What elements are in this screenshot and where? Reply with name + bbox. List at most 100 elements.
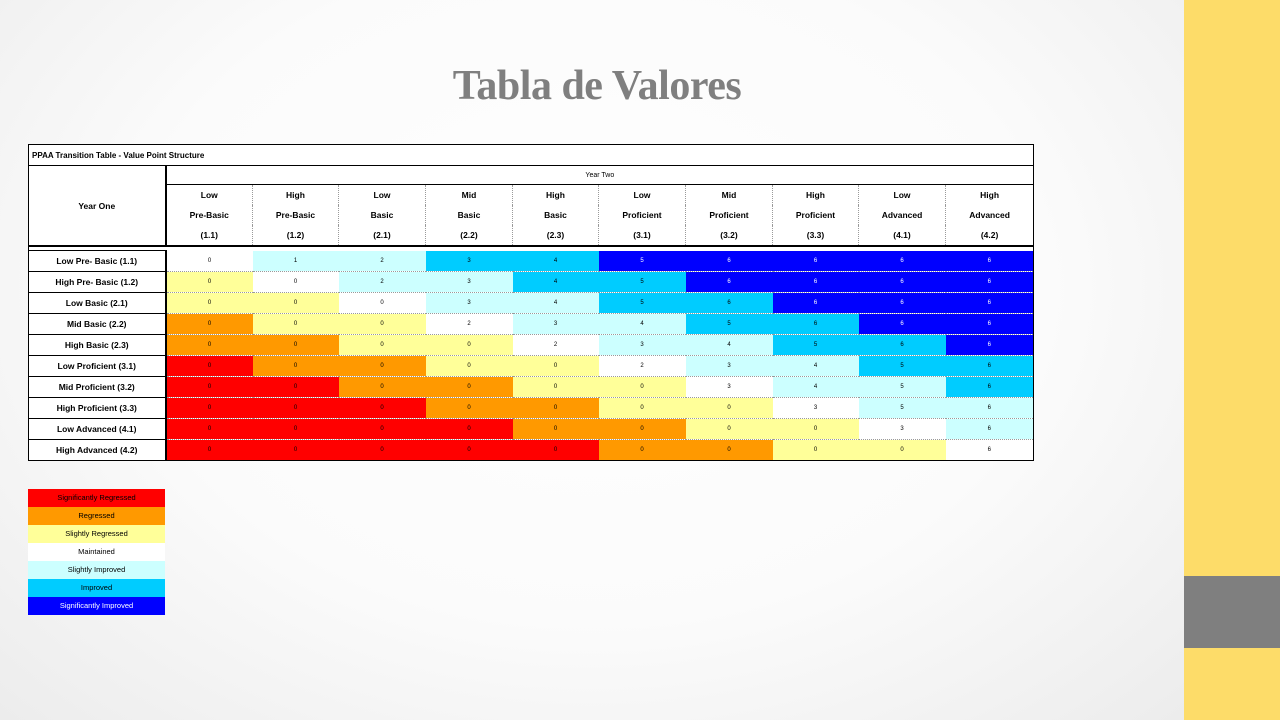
value-cell: 5: [685, 313, 773, 335]
row-label: Mid Basic (2.2): [28, 313, 167, 335]
value-cell: 1: [252, 250, 339, 272]
row-label: Low Basic (2.1): [28, 292, 167, 314]
value-cell: 5: [858, 397, 946, 419]
transition-table: PPAA Transition Table - Value Point Stru…: [27, 144, 1035, 461]
value-cell: 6: [858, 292, 946, 314]
value-cell: 0: [165, 334, 253, 356]
column-header-2-line1: High: [252, 184, 339, 205]
column-header-10-line1: High: [944, 184, 1035, 205]
value-cell: 0: [252, 439, 339, 461]
column-header-4-line2: Basic: [425, 205, 513, 225]
column-header-1-line1: Low: [164, 184, 253, 205]
value-cell: 0: [425, 376, 513, 398]
value-cell: 0: [425, 334, 513, 356]
value-cell: 0: [598, 376, 686, 398]
column-header-9-line3: (4.1): [858, 225, 946, 247]
value-cell: 0: [772, 418, 859, 440]
row-label: Mid Proficient (3.2): [28, 376, 167, 398]
value-cell: 0: [338, 355, 426, 377]
column-header-7-line2: Proficient: [685, 205, 773, 225]
column-header-4-line1: Mid: [425, 184, 513, 205]
value-cell: 4: [685, 334, 773, 356]
value-cell: 0: [338, 334, 426, 356]
table-row: Mid Proficient (3.2) 0 0 0 0 0 0 3 4 5 6: [28, 376, 1035, 398]
slide-title: Tabla de Valores: [452, 63, 742, 109]
year-one-label: Year One: [28, 165, 166, 247]
value-cell: 6: [945, 397, 1035, 419]
value-cell: 3: [512, 313, 599, 335]
column-header-3-line2: Basic: [338, 205, 426, 225]
value-cell: 4: [772, 355, 859, 377]
value-cell: 0: [165, 250, 253, 272]
legend-item: Improved: [28, 579, 165, 597]
value-cell: 6: [945, 439, 1035, 461]
value-cell: 0: [165, 439, 253, 461]
year-two-label: Year Two: [164, 165, 1035, 185]
value-cell: 0: [165, 376, 253, 398]
value-cell: 6: [685, 250, 773, 272]
legend-item: Regressed: [28, 507, 165, 525]
value-cell: 6: [945, 376, 1035, 398]
value-cell: 6: [772, 250, 859, 272]
column-header-5-line1: High: [512, 184, 599, 205]
value-cell: 0: [252, 334, 339, 356]
value-cell: 0: [252, 376, 339, 398]
table-row: Low Proficient (3.1) 0 0 0 0 0 2 3 4 5 6: [28, 355, 1035, 377]
value-cell: 5: [772, 334, 859, 356]
value-cell: 0: [165, 418, 253, 440]
column-header-3-line3: (2.1): [338, 225, 426, 247]
value-cell: 6: [945, 313, 1035, 335]
value-cell: 0: [252, 418, 339, 440]
column-header-8-line2: Proficient: [772, 205, 859, 225]
value-cell: 3: [858, 418, 946, 440]
table-row: High Basic (2.3) 0 0 0 0 2 3 4 5 6 6: [28, 334, 1035, 356]
value-cell: 2: [598, 355, 686, 377]
column-header-10-line2: Advanced: [944, 205, 1035, 225]
value-cell: 0: [338, 292, 426, 314]
column-header-1-line2: Pre-Basic: [164, 205, 253, 225]
value-cell: 2: [512, 334, 599, 356]
column-header-7-line1: Mid: [685, 184, 773, 205]
value-cell: 6: [945, 250, 1035, 272]
value-cell: 0: [772, 439, 859, 461]
value-cell: 3: [425, 292, 513, 314]
value-cell: 0: [425, 355, 513, 377]
value-cell: 0: [338, 397, 426, 419]
value-cell: 5: [858, 376, 946, 398]
value-cell: 0: [165, 292, 253, 314]
value-cell: 4: [512, 250, 599, 272]
value-cell: 3: [598, 334, 686, 356]
column-header-4-line3: (2.2): [425, 225, 513, 247]
value-cell: 3: [425, 271, 513, 293]
value-cell: 2: [425, 313, 513, 335]
value-cell: 0: [685, 418, 773, 440]
side-accent-block: [1184, 576, 1280, 648]
value-cell: 4: [772, 376, 859, 398]
value-cell: 4: [512, 292, 599, 314]
row-label: Low Advanced (4.1): [28, 418, 167, 440]
value-cell: 0: [425, 439, 513, 461]
column-header-8-line3: (3.3): [772, 225, 859, 247]
value-cell: 4: [598, 313, 686, 335]
value-cell: 5: [598, 250, 686, 272]
value-cell: 0: [512, 355, 599, 377]
legend-item: Slightly Improved: [28, 561, 165, 579]
legend-item: Slightly Regressed: [28, 525, 165, 543]
value-cell: 0: [252, 292, 339, 314]
column-header-6-line3: (3.1): [598, 225, 686, 247]
value-cell: 6: [945, 271, 1035, 293]
column-header-5-line2: Basic: [512, 205, 599, 225]
value-cell: 6: [772, 271, 859, 293]
value-cell: 0: [858, 439, 946, 461]
value-cell: 6: [945, 334, 1035, 356]
value-cell: 0: [338, 439, 426, 461]
table-row: Mid Basic (2.2) 0 0 0 2 3 4 5 6 6 6: [28, 313, 1035, 335]
value-cell: 0: [685, 439, 773, 461]
value-cell: 0: [338, 313, 426, 335]
value-cell: 0: [598, 418, 686, 440]
value-cell: 0: [598, 439, 686, 461]
value-cell: 6: [858, 271, 946, 293]
value-cell: 0: [252, 397, 339, 419]
value-cell: 5: [858, 355, 946, 377]
value-cell: 5: [598, 292, 686, 314]
